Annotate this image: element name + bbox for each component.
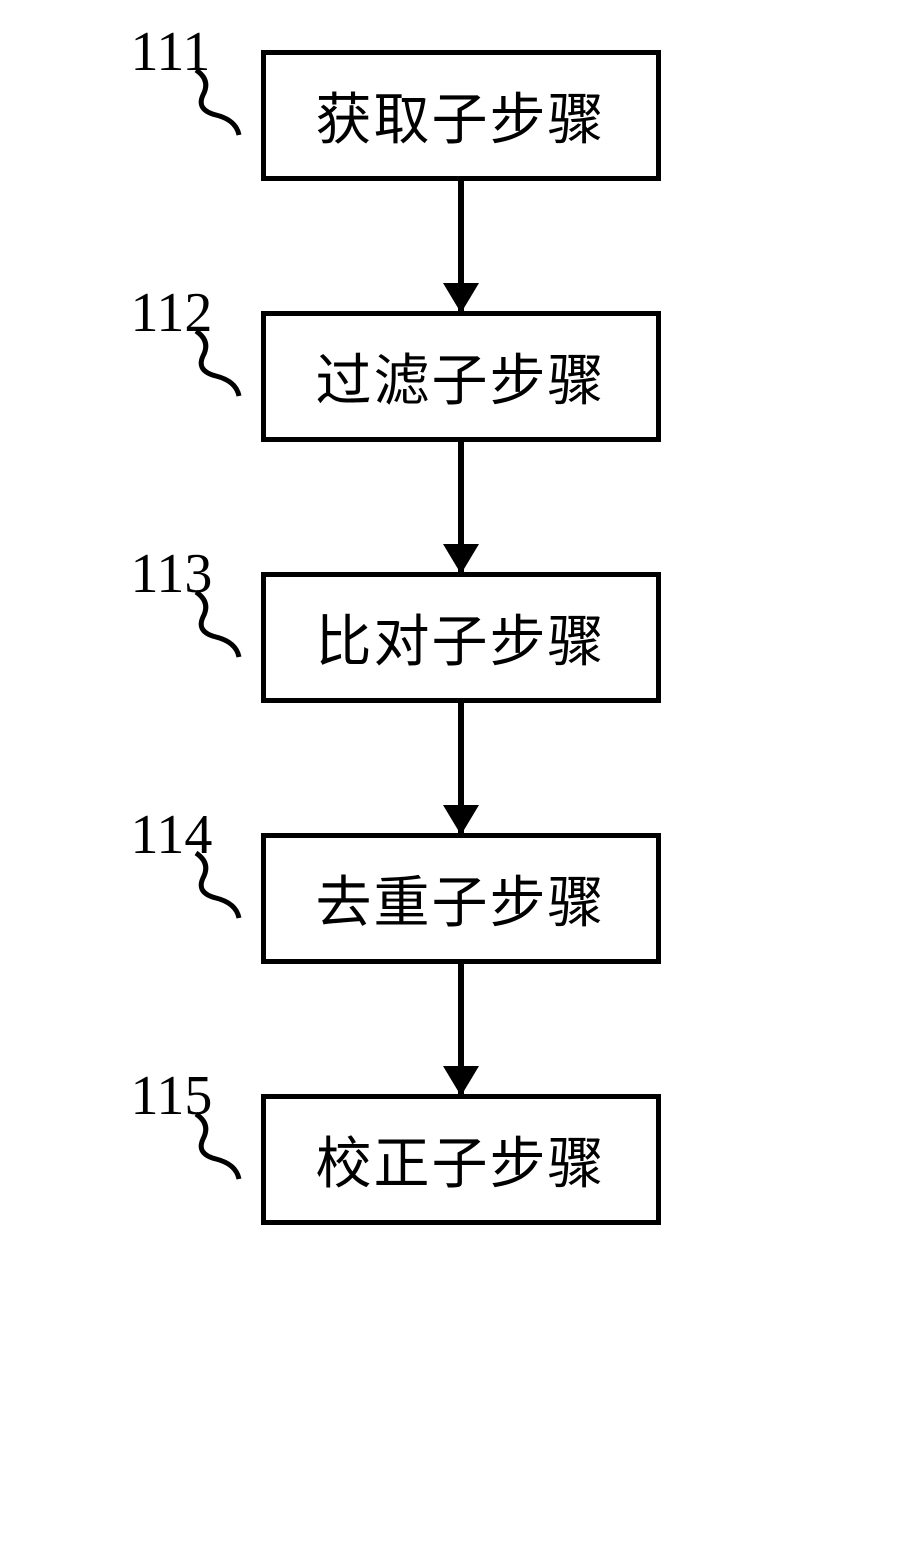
connector-squiggle: [191, 1104, 246, 1184]
step-text: 校正子步骤: [316, 1119, 606, 1200]
step-115: 115 校正子步骤: [261, 1094, 661, 1225]
connector-squiggle: [191, 843, 246, 923]
connector-squiggle: [191, 321, 246, 401]
step-113: 113 比对子步骤: [261, 572, 661, 703]
arrow-connector: [458, 964, 464, 1094]
step-text: 比对子步骤: [316, 597, 606, 678]
step-text: 去重子步骤: [316, 858, 606, 939]
step-text: 过滤子步骤: [316, 336, 606, 417]
step-box: 过滤子步骤: [261, 311, 661, 442]
flowchart-container: 111 获取子步骤 112 过滤子步骤 113 比对子步骤 114: [261, 50, 661, 1225]
arrow-connector: [458, 442, 464, 572]
step-text: 获取子步骤: [316, 75, 606, 156]
connector-squiggle: [191, 60, 246, 140]
step-112: 112 过滤子步骤: [261, 311, 661, 442]
step-box: 校正子步骤: [261, 1094, 661, 1225]
step-box: 比对子步骤: [261, 572, 661, 703]
step-box: 去重子步骤: [261, 833, 661, 964]
connector-squiggle: [191, 582, 246, 662]
arrow-connector: [458, 181, 464, 311]
step-114: 114 去重子步骤: [261, 833, 661, 964]
step-111: 111 获取子步骤: [261, 50, 661, 181]
arrow-connector: [458, 703, 464, 833]
step-box: 获取子步骤: [261, 50, 661, 181]
